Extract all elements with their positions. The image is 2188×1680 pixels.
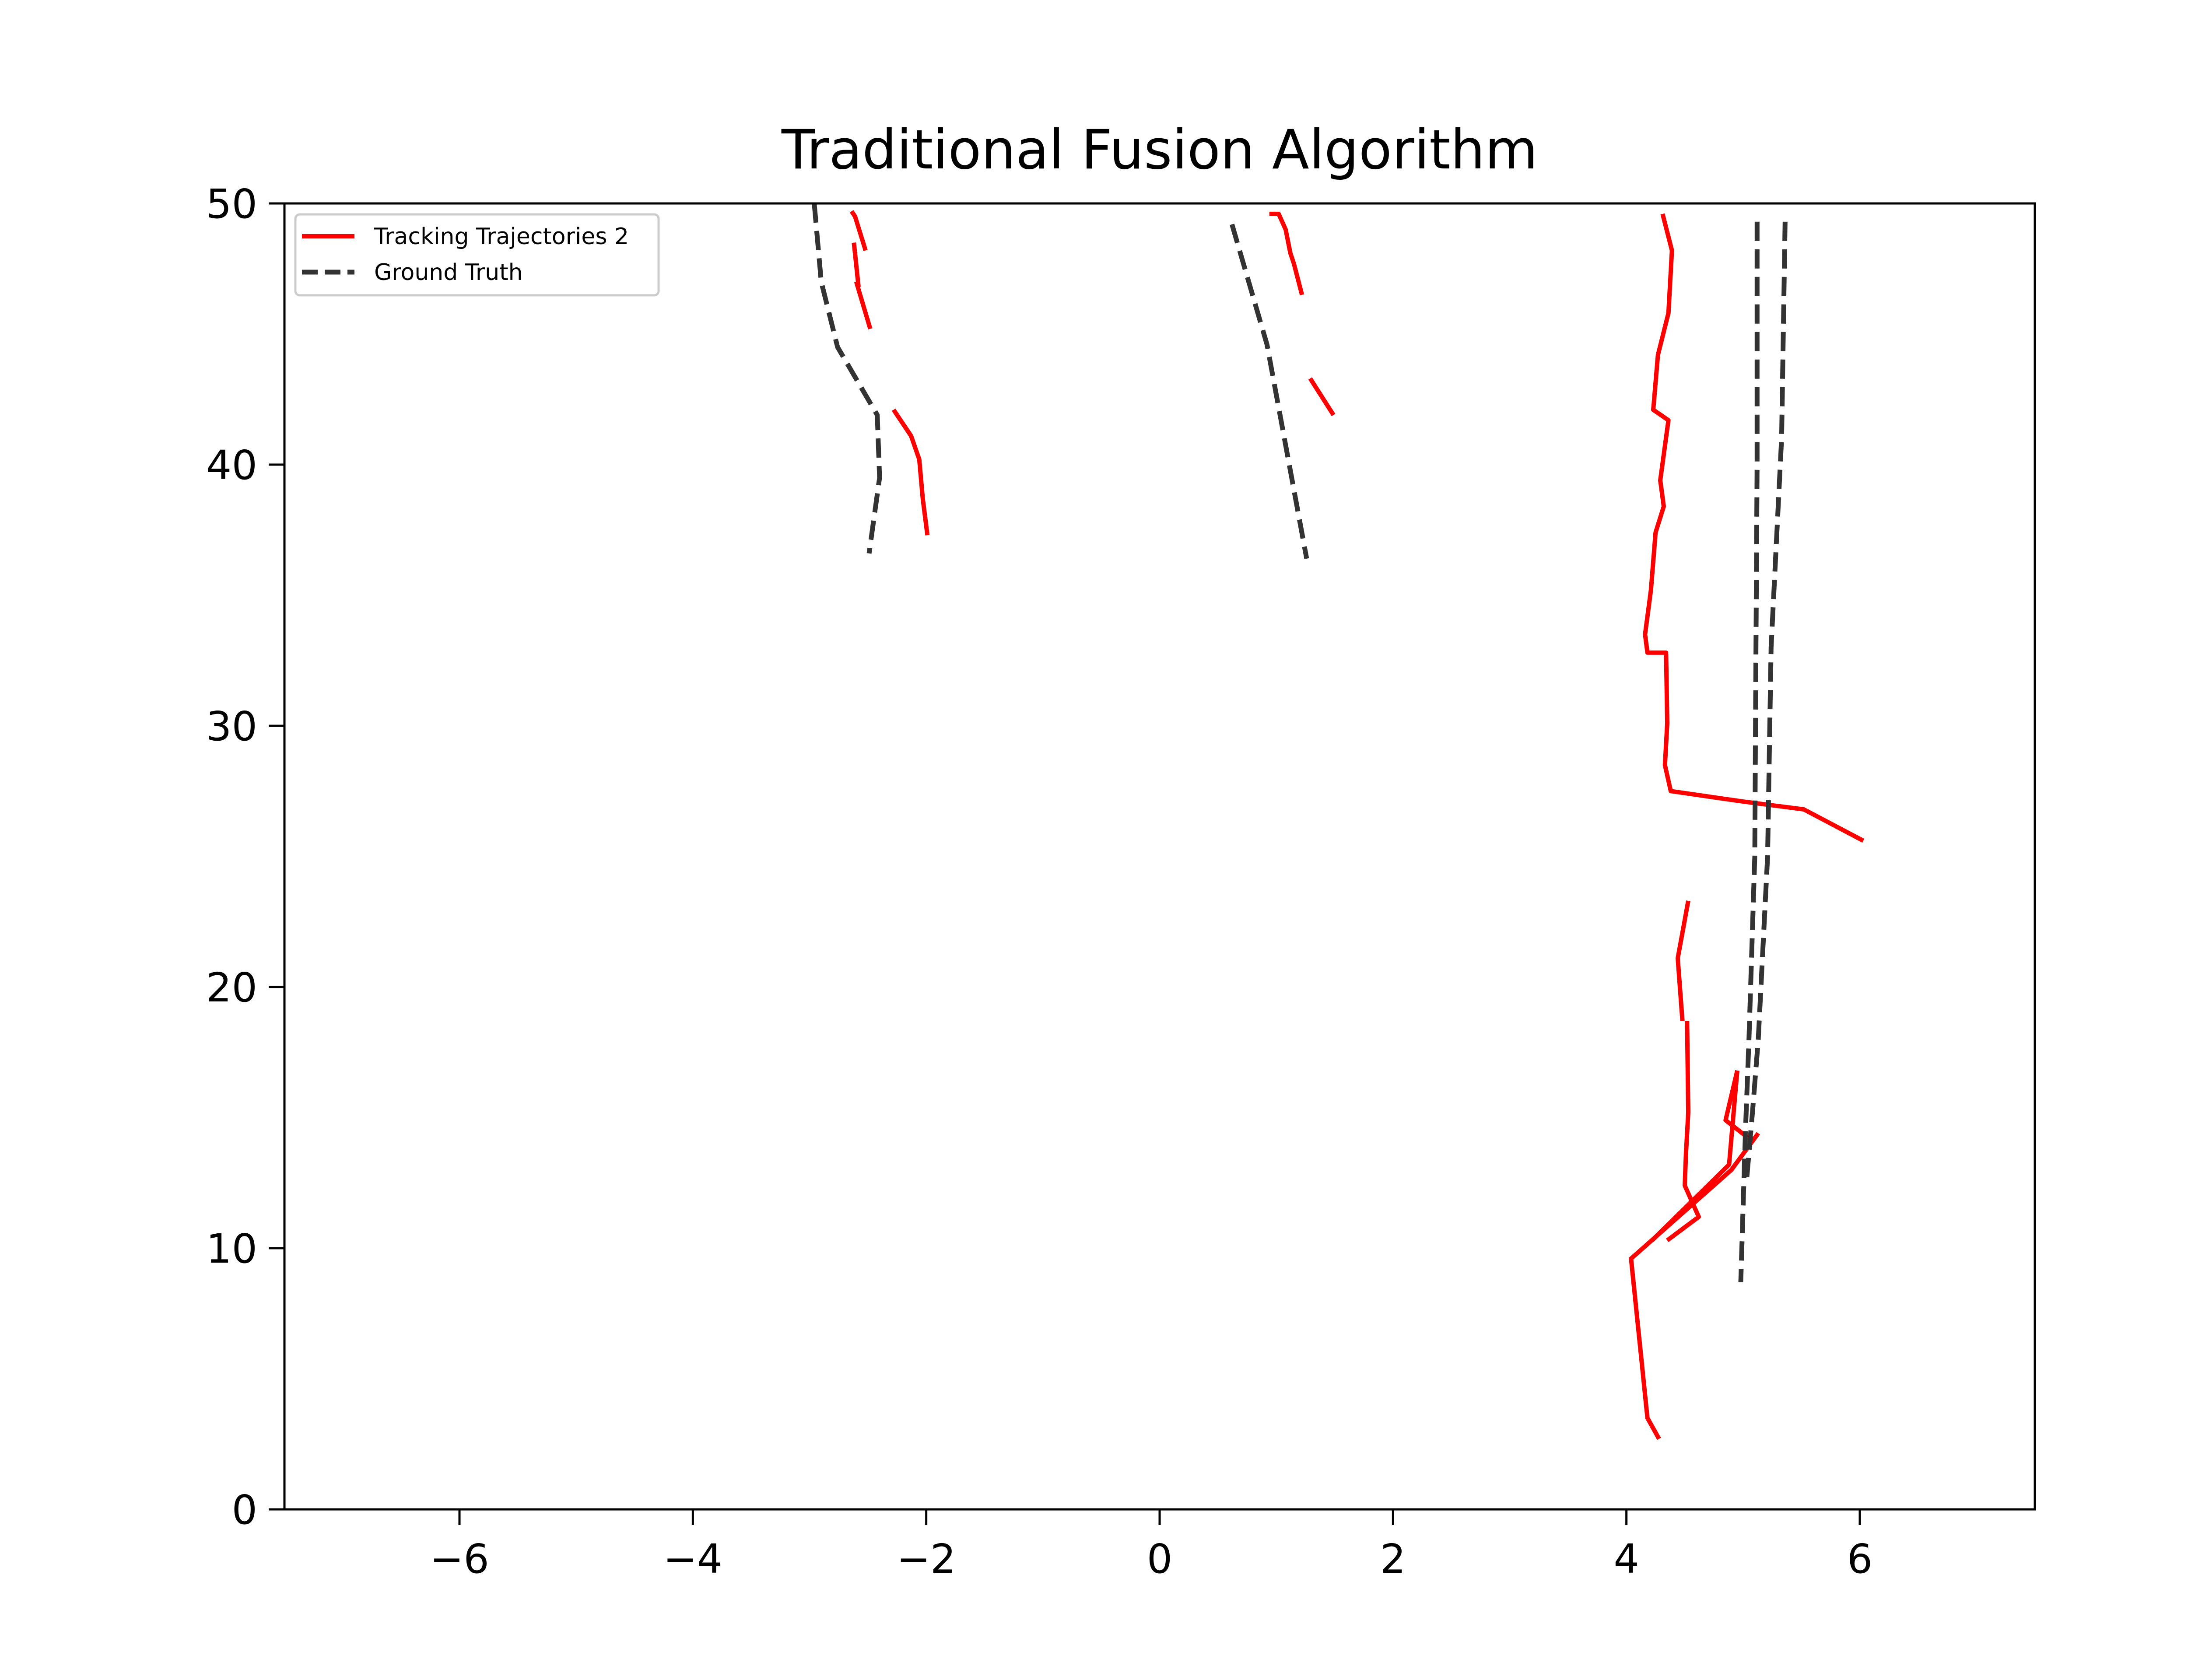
ground-truth-line-3 bbox=[1738, 221, 1760, 1282]
ground-truth-line-1 bbox=[812, 203, 882, 554]
tracking-line-3 bbox=[854, 281, 873, 330]
tracking-line-2 bbox=[852, 242, 861, 287]
x-tick-label: 6 bbox=[1847, 1536, 1873, 1582]
tracking-line-6 bbox=[1308, 377, 1336, 416]
x-tick-label: 0 bbox=[1147, 1536, 1173, 1582]
x-tick-label: −2 bbox=[897, 1536, 956, 1582]
y-tick-label: 0 bbox=[231, 1487, 257, 1533]
y-tick-label: 10 bbox=[206, 1225, 257, 1272]
tracking-line-9 bbox=[1666, 1021, 1701, 1242]
y-tick-label: 20 bbox=[206, 964, 257, 1011]
axes-layer: −6 −4 −2 0 2 4 6 0 10 20 30 40 50 bbox=[206, 181, 2036, 1582]
tracking-line-10 bbox=[1723, 1070, 1750, 1141]
x-tick-label: 4 bbox=[1613, 1536, 1639, 1582]
y-tick-label: 40 bbox=[206, 442, 257, 489]
ground-truth-line-4 bbox=[1744, 221, 1788, 1181]
x-tick-label: −6 bbox=[430, 1536, 489, 1582]
legend: Tracking Trajectories 2 Ground Truth bbox=[294, 213, 660, 297]
tracking-line-4 bbox=[891, 408, 930, 536]
tracking-line-5 bbox=[1269, 211, 1304, 296]
tracking-line-12 bbox=[1629, 1132, 1760, 1440]
legend-label-2: Ground Truth bbox=[374, 259, 523, 286]
tracking-line-1 bbox=[849, 210, 868, 251]
y-tick-label: 50 bbox=[206, 181, 257, 228]
x-tick-label: 2 bbox=[1380, 1536, 1406, 1582]
legend-label-1: Tracking Trajectories 2 bbox=[374, 224, 629, 250]
tracking-line-8 bbox=[1676, 900, 1690, 1021]
tracking-line-7 bbox=[1643, 213, 1865, 843]
ground-truth-line-2 bbox=[1230, 224, 1309, 559]
series-layer bbox=[812, 203, 1865, 1440]
y-tick-label: 30 bbox=[206, 703, 257, 750]
legend-box bbox=[294, 213, 660, 297]
x-tick-label: −4 bbox=[663, 1536, 723, 1582]
chart-title: Traditional Fusion Algorithm bbox=[781, 119, 1538, 182]
